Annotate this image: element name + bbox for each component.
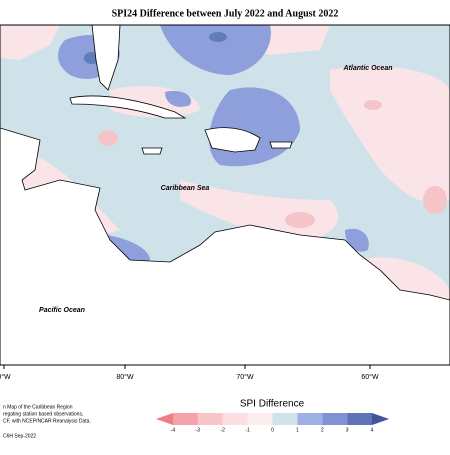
colorbar-segment bbox=[247, 413, 273, 425]
colorbar-tick-label: 3 bbox=[346, 427, 349, 433]
colorbar-tick-label: 1 bbox=[296, 427, 299, 433]
colorbar: SPI Difference -4 -3 -2 -1 0 1 2 3 4 bbox=[156, 399, 389, 433]
map: Atlantic Ocean Caribbean Sea Pacific Oce… bbox=[0, 24, 450, 366]
lon-label: 80°W bbox=[116, 373, 134, 381]
map-frame bbox=[0, 24, 450, 366]
colorbar-segment bbox=[197, 413, 223, 425]
colorbar-segment bbox=[372, 413, 389, 425]
colorbar-tick-label: -2 bbox=[221, 427, 226, 433]
note-line: regating station based observations, bbox=[3, 411, 83, 417]
colorbar-segment bbox=[322, 413, 348, 425]
colorbar-segment bbox=[297, 413, 323, 425]
colorbar-segment bbox=[347, 413, 372, 425]
lon-label: 70°W bbox=[236, 373, 254, 381]
colorbar-tick-label: 2 bbox=[321, 427, 324, 433]
colorbar-title: SPI Difference bbox=[240, 399, 305, 410]
longitude-ticks: 0°W 80°W 70°W 60°W bbox=[0, 365, 379, 381]
colorbar-tick-label: -1 bbox=[245, 427, 250, 433]
colorbar-segment bbox=[173, 413, 198, 425]
land bbox=[0, 24, 450, 366]
colorbar-tick-label: 4 bbox=[371, 427, 374, 433]
note-line: C6H Sep-2022 bbox=[3, 433, 36, 439]
lon-label: 60°W bbox=[361, 373, 379, 381]
colorbar-tick-label: 0 bbox=[271, 427, 274, 433]
colorbar-segment bbox=[222, 413, 248, 425]
sea-label: Caribbean Sea bbox=[161, 185, 210, 192]
colorbar-tick-label: -3 bbox=[196, 427, 201, 433]
note-line: n Map of the Caribbean Region bbox=[3, 404, 73, 410]
colorbar-segment bbox=[156, 413, 173, 425]
ocean-label: Pacific Ocean bbox=[39, 307, 85, 314]
note-line: CF, with NCEP/NCAR Reanalysis Data. bbox=[3, 418, 91, 424]
lon-label: 0°W bbox=[0, 373, 11, 381]
colorbar-segment bbox=[272, 413, 298, 425]
colorbar-tick-label: -4 bbox=[171, 427, 176, 433]
ocean-label: Atlantic Ocean bbox=[342, 65, 392, 72]
title: SPI24 Difference between July 2022 and A… bbox=[112, 8, 339, 19]
